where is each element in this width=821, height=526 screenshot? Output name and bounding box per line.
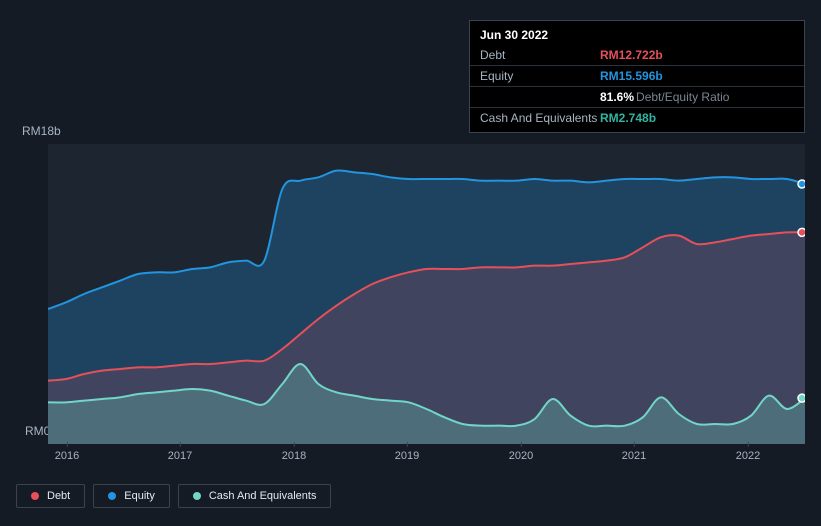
tooltip-value: RM15.596b bbox=[600, 69, 663, 83]
tooltip-row: DebtRM12.722b bbox=[470, 45, 804, 65]
tooltip-date: Jun 30 2022 bbox=[470, 25, 804, 45]
tooltip-label bbox=[480, 90, 600, 104]
x-tick: 2019 bbox=[395, 450, 419, 462]
chart-plot-area[interactable] bbox=[48, 144, 805, 444]
legend-item[interactable]: Equity bbox=[93, 484, 170, 508]
legend-dot bbox=[108, 492, 116, 500]
end-marker bbox=[798, 180, 805, 188]
tooltip-label: Cash And Equivalents bbox=[480, 111, 600, 125]
tooltip-row: 81.6% Debt/Equity Ratio bbox=[470, 86, 804, 107]
tooltip-value: 81.6% bbox=[600, 90, 634, 104]
y-axis-min-label: RM0 bbox=[25, 424, 50, 438]
legend-label: Cash And Equivalents bbox=[209, 490, 317, 502]
x-tick: 2018 bbox=[282, 450, 306, 462]
tooltip-value: RM2.748b bbox=[600, 111, 656, 125]
chart-svg bbox=[48, 144, 805, 444]
legend-item[interactable]: Debt bbox=[16, 484, 85, 508]
legend: Debt Equity Cash And Equivalents bbox=[16, 484, 331, 508]
tooltip-secondary: Debt/Equity Ratio bbox=[636, 90, 729, 104]
tooltip-label: Equity bbox=[480, 69, 600, 83]
y-axis-max-label: RM18b bbox=[22, 124, 61, 138]
legend-label: Debt bbox=[47, 490, 70, 502]
tooltip-label: Debt bbox=[480, 48, 600, 62]
x-tick: 2022 bbox=[736, 450, 760, 462]
x-tick: 2016 bbox=[55, 450, 79, 462]
x-tick: 2021 bbox=[622, 450, 646, 462]
end-marker bbox=[798, 228, 805, 236]
tooltip-row: Cash And EquivalentsRM2.748b bbox=[470, 107, 804, 128]
tooltip-value: RM12.722b bbox=[600, 48, 663, 62]
x-tick: 2017 bbox=[168, 450, 192, 462]
tooltip-row: EquityRM15.596b bbox=[470, 65, 804, 86]
x-tick: 2020 bbox=[509, 450, 533, 462]
legend-dot bbox=[31, 492, 39, 500]
end-marker bbox=[798, 394, 805, 402]
x-axis: 2016 2017 2018 2019 2020 2021 2022 bbox=[48, 450, 805, 466]
legend-label: Equity bbox=[124, 490, 155, 502]
legend-dot bbox=[193, 492, 201, 500]
legend-item[interactable]: Cash And Equivalents bbox=[178, 484, 332, 508]
chart-tooltip: Jun 30 2022 DebtRM12.722bEquityRM15.596b… bbox=[469, 20, 805, 133]
